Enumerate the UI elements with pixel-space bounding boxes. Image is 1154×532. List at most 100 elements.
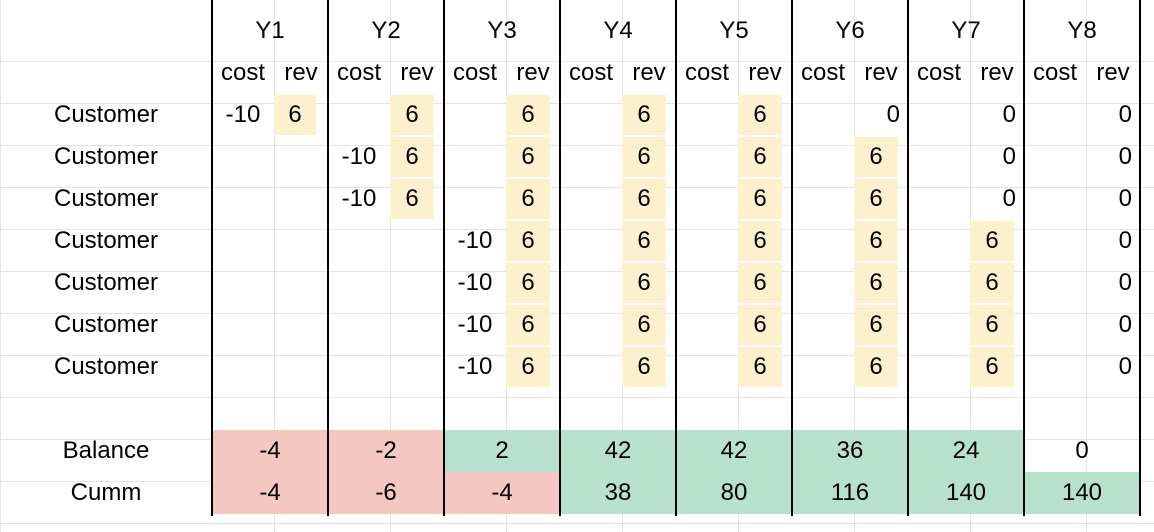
rev-subheader[interactable]: rev <box>400 59 434 86</box>
cumm-cell[interactable]: 38 <box>560 472 676 514</box>
rev-cell[interactable]: 6 <box>506 95 550 135</box>
rev-cell[interactable]: 6 <box>390 137 434 177</box>
customer-label[interactable]: Customer <box>53 353 159 380</box>
rev-cell[interactable]: 6 <box>738 179 782 219</box>
rev-subheader[interactable]: rev <box>516 59 550 86</box>
rev-cell[interactable]: 6 <box>854 347 898 387</box>
cumm-cell[interactable]: -6 <box>328 472 444 514</box>
cost-cell[interactable]: -10 <box>341 185 377 212</box>
rev-cell[interactable]: 6 <box>506 137 550 177</box>
customer-label[interactable]: Customer <box>53 101 159 128</box>
cost-subheader[interactable]: cost <box>220 59 265 86</box>
cumm-label[interactable]: Cumm <box>70 479 142 506</box>
rev-subheader[interactable]: rev <box>748 59 782 86</box>
balance-cell[interactable]: 36 <box>792 430 908 472</box>
balance-cell[interactable]: 2 <box>444 430 560 472</box>
cumm-cell[interactable]: 140 <box>908 472 1024 514</box>
year-header[interactable]: Y5 <box>719 17 749 44</box>
rev-cell[interactable]: 6 <box>854 263 898 303</box>
rev-cell[interactable]: 6 <box>622 305 666 345</box>
cost-subheader[interactable]: cost <box>684 59 729 86</box>
rev-cell[interactable]: 0 <box>1118 101 1132 128</box>
rev-cell[interactable]: 6 <box>970 305 1014 345</box>
rev-cell[interactable]: 6 <box>390 95 434 135</box>
rev-cell[interactable]: 6 <box>622 221 666 261</box>
cost-subheader[interactable]: cost <box>916 59 961 86</box>
year-header[interactable]: Y7 <box>951 17 981 44</box>
year-header[interactable]: Y8 <box>1067 17 1097 44</box>
cost-subheader[interactable]: cost <box>452 59 497 86</box>
rev-cell[interactable]: 6 <box>738 305 782 345</box>
cost-cell[interactable]: -10 <box>457 311 493 338</box>
balance-cell[interactable]: 42 <box>560 430 676 472</box>
rev-cell[interactable]: 6 <box>970 263 1014 303</box>
rev-cell[interactable]: 6 <box>738 137 782 177</box>
rev-cell[interactable]: 6 <box>506 347 550 387</box>
rev-cell[interactable]: 6 <box>738 95 782 135</box>
rev-cell[interactable]: 0 <box>1118 269 1132 296</box>
cost-cell[interactable]: -10 <box>457 269 493 296</box>
rev-subheader[interactable]: rev <box>864 59 898 86</box>
rev-cell[interactable]: 6 <box>506 179 550 219</box>
cumm-cell[interactable]: -4 <box>444 472 560 514</box>
rev-cell[interactable]: 6 <box>622 347 666 387</box>
rev-cell[interactable]: 0 <box>1118 143 1132 170</box>
balance-cell[interactable]: 42 <box>676 430 792 472</box>
rev-cell[interactable]: 0 <box>1002 143 1016 170</box>
rev-subheader[interactable]: rev <box>1096 59 1130 86</box>
customer-label[interactable]: Customer <box>53 269 159 296</box>
year-header[interactable]: Y6 <box>835 17 865 44</box>
cost-cell[interactable]: -10 <box>341 143 377 170</box>
rev-cell[interactable]: 0 <box>886 101 900 128</box>
rev-subheader[interactable]: rev <box>980 59 1014 86</box>
rev-cell[interactable]: 6 <box>622 95 666 135</box>
cost-subheader[interactable]: cost <box>1032 59 1077 86</box>
cost-subheader[interactable]: cost <box>568 59 613 86</box>
cumm-cell[interactable]: 80 <box>676 472 792 514</box>
year-header[interactable]: Y1 <box>255 17 285 44</box>
rev-cell[interactable]: 6 <box>854 137 898 177</box>
rev-cell[interactable]: 6 <box>622 179 666 219</box>
rev-cell[interactable]: 6 <box>738 221 782 261</box>
balance-cell[interactable]: 0 <box>1075 437 1089 464</box>
cost-cell[interactable]: -10 <box>457 353 493 380</box>
rev-cell[interactable]: 6 <box>622 137 666 177</box>
rev-cell[interactable]: 0 <box>1118 311 1132 338</box>
customer-label[interactable]: Customer <box>53 311 159 338</box>
year-header[interactable]: Y3 <box>487 17 517 44</box>
balance-cell[interactable]: 24 <box>908 430 1024 472</box>
rev-cell[interactable]: 6 <box>738 347 782 387</box>
year-header[interactable]: Y2 <box>371 17 401 44</box>
rev-cell[interactable]: 6 <box>274 95 316 135</box>
rev-cell[interactable]: 6 <box>854 221 898 261</box>
rev-cell[interactable]: 0 <box>1118 227 1132 254</box>
rev-cell[interactable]: 0 <box>1002 101 1016 128</box>
rev-subheader[interactable]: rev <box>632 59 666 86</box>
customer-label[interactable]: Customer <box>53 185 159 212</box>
balance-cell[interactable]: -2 <box>328 430 444 472</box>
cost-cell[interactable]: -10 <box>457 227 493 254</box>
customer-label[interactable]: Customer <box>53 143 159 170</box>
rev-cell[interactable]: 0 <box>1118 185 1132 212</box>
rev-cell[interactable]: 0 <box>1002 185 1016 212</box>
cumm-cell[interactable]: -4 <box>212 472 328 514</box>
rev-cell[interactable]: 6 <box>738 263 782 303</box>
cost-cell[interactable]: -10 <box>225 101 261 128</box>
rev-cell[interactable]: 6 <box>506 263 550 303</box>
rev-cell[interactable]: 6 <box>506 221 550 261</box>
year-header[interactable]: Y4 <box>603 17 633 44</box>
cost-subheader[interactable]: cost <box>336 59 381 86</box>
rev-cell[interactable]: 6 <box>854 305 898 345</box>
rev-cell[interactable]: 6 <box>390 179 434 219</box>
cumm-cell[interactable]: 140 <box>1024 472 1140 514</box>
cost-subheader[interactable]: cost <box>800 59 845 86</box>
rev-cell[interactable]: 6 <box>506 305 550 345</box>
customer-label[interactable]: Customer <box>53 227 159 254</box>
rev-subheader[interactable]: rev <box>284 59 318 86</box>
rev-cell[interactable]: 6 <box>622 263 666 303</box>
rev-cell[interactable]: 6 <box>854 179 898 219</box>
cumm-cell[interactable]: 116 <box>792 472 908 514</box>
balance-label[interactable]: Balance <box>62 437 150 464</box>
rev-cell[interactable]: 0 <box>1118 353 1132 380</box>
